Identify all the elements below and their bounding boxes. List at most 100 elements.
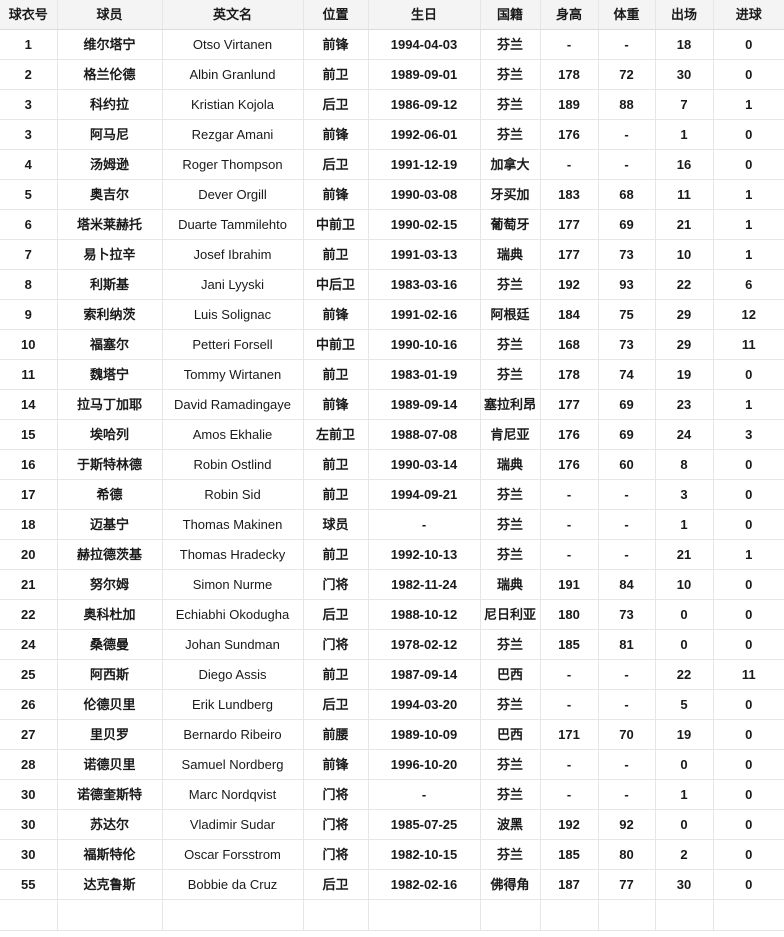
table-row[interactable]: 3 阿马尼 Rezgar Amani 前锋 1992-06-01 芬兰 176-1 0 bbox=[0, 119, 784, 150]
table-row[interactable]: 16 于斯特林德 Robin Ostlind 前卫 1990-03-14 瑞典 176 60 8… bbox=[0, 449, 784, 480]
cell-goals: 0 bbox=[713, 839, 784, 870]
cell-height: 192 bbox=[540, 809, 599, 840]
cell-en_name: Robin Sid bbox=[162, 479, 304, 510]
cell-goals: 0 bbox=[713, 119, 784, 150]
cell-height: 185 bbox=[540, 839, 599, 870]
table-row[interactable]: 30 诺德奎斯特 Marc Nordqvist 门将 - 芬兰 - -1 0 bbox=[0, 779, 784, 810]
table-row[interactable]: 30 苏达尔 Vladimir Sudar 门将 1985-07-25 波黑 192 92 0 0 bbox=[0, 809, 784, 840]
table-row[interactable]: 2 格兰伦德 Albin Granlund 前卫 1989-09-01 芬兰 178 72 30… bbox=[0, 59, 784, 90]
table-row[interactable]: 7 易卜拉辛 Josef Ibrahim 前卫 1991-03-13 瑞典 177 73 10 1 bbox=[0, 239, 784, 270]
cell-goals: 3 bbox=[713, 419, 784, 450]
column-header-height[interactable]: 身高 bbox=[540, 0, 599, 30]
table-row[interactable]: 22 奥科杜加 Echiabhi Okodugha 后卫 1988-10-12 尼日利亚 1… bbox=[0, 599, 784, 630]
cell-height: 177 bbox=[540, 389, 599, 420]
column-header-goals[interactable]: 进球 bbox=[713, 0, 784, 30]
cell-player: 奥科杜加 bbox=[57, 599, 163, 630]
table-row[interactable]: 9 索利纳茨 Luis Solignac 前锋 1991-02-16 阿根廷 184 75 29… bbox=[0, 299, 784, 330]
cell-player: 塔米莱赫托 bbox=[57, 209, 163, 240]
cell-position: 后卫 bbox=[303, 599, 369, 630]
cell-position: 门将 bbox=[303, 569, 369, 600]
cell-number: 21 bbox=[0, 569, 58, 600]
table-row[interactable]: 21 努尔姆 Simon Nurme 门将 1982-11-24 瑞典 191 84 10 0 bbox=[0, 569, 784, 600]
cell-player: 汤姆逊 bbox=[57, 149, 163, 180]
cell-player: 利斯基 bbox=[57, 269, 163, 300]
cell-number: 11 bbox=[0, 359, 58, 390]
cell-goals: 0 bbox=[713, 149, 784, 180]
column-header-position[interactable]: 位置 bbox=[303, 0, 369, 30]
table-row[interactable]: 5 奥吉尔 Dever Orgill 前锋 1990-03-08 牙买加 183 68 11 1 bbox=[0, 179, 784, 210]
cell-number: 25 bbox=[0, 659, 58, 690]
column-header-en_name[interactable]: 英文名 bbox=[162, 0, 304, 30]
cell-en_name: Simon Nurme bbox=[162, 569, 304, 600]
cell-weight: 69 bbox=[598, 419, 656, 450]
column-header-number[interactable]: 球衣号 bbox=[0, 0, 58, 30]
cell-birthday: 1982-02-16 bbox=[368, 869, 481, 900]
cell-number: 24 bbox=[0, 629, 58, 660]
column-header-nation[interactable]: 国籍 bbox=[480, 0, 541, 30]
column-header-weight[interactable]: 体重 bbox=[598, 0, 656, 30]
cell-en_name: Johan Sundman bbox=[162, 629, 304, 660]
cell-height: - bbox=[540, 659, 599, 690]
cell-player: 科约拉 bbox=[57, 89, 163, 120]
table-row[interactable]: 26 伦德贝里 Erik Lundberg 后卫 1994-03-20 芬兰 - -5 0 bbox=[0, 689, 784, 720]
cell-birthday: 1990-03-14 bbox=[368, 449, 481, 480]
cell-goals: 0 bbox=[713, 59, 784, 90]
table-row[interactable]: 1 维尔塔宁 Otso Virtanen 前锋 1994-04-03 芬兰 - -18 0 bbox=[0, 29, 784, 60]
table-row[interactable]: 6 塔米莱赫托 Duarte Tammilehto 中前卫 1990-02-15 葡萄牙 1… bbox=[0, 209, 784, 240]
table-row[interactable]: 27 里贝罗 Bernardo Ribeiro 前腰 1989-10-09 巴西 171 70… bbox=[0, 719, 784, 750]
cell-player: 福塞尔 bbox=[57, 329, 163, 360]
cell-en_name: Diego Assis bbox=[162, 659, 304, 690]
table-row[interactable]: 30 福斯特伦 Oscar Forsstrom 门将 1982-10-15 芬兰 185 80… bbox=[0, 839, 784, 870]
cell-player: 维尔塔宁 bbox=[57, 29, 163, 60]
cell-number: 17 bbox=[0, 479, 58, 510]
cell-en_name: Petteri Forsell bbox=[162, 329, 304, 360]
table-row[interactable]: 4 汤姆逊 Roger Thompson 后卫 1991-12-19 加拿大 - -16 0 bbox=[0, 149, 784, 180]
table-filler-row bbox=[0, 899, 784, 931]
cell-nation: 芬兰 bbox=[480, 479, 541, 510]
cell-weight: - bbox=[598, 479, 656, 510]
table-row[interactable]: 17 希德 Robin Sid 前卫 1994-09-21 芬兰 - -3 0 bbox=[0, 479, 784, 510]
cell-position: 门将 bbox=[303, 629, 369, 660]
cell-number: 15 bbox=[0, 419, 58, 450]
cell-weight: 84 bbox=[598, 569, 656, 600]
cell-number: 14 bbox=[0, 389, 58, 420]
cell-weight: - bbox=[598, 29, 656, 60]
table-row[interactable]: 11 魏塔宁 Tommy Wirtanen 前卫 1983-01-19 芬兰 178 74 19… bbox=[0, 359, 784, 390]
cell-weight: 68 bbox=[598, 179, 656, 210]
cell-number: 8 bbox=[0, 269, 58, 300]
cell-position: 前卫 bbox=[303, 59, 369, 90]
cell-birthday: - bbox=[368, 779, 481, 810]
table-row[interactable]: 15 埃哈列 Amos Ekhalie 左前卫 1988-07-08 肯尼亚 176 69 24… bbox=[0, 419, 784, 450]
table-row[interactable]: 25 阿西斯 Diego Assis 前卫 1987-09-14 巴西 - -22 11 bbox=[0, 659, 784, 690]
column-header-apps[interactable]: 出场 bbox=[655, 0, 714, 30]
cell-en_name: Otso Virtanen bbox=[162, 29, 304, 60]
filler-cell bbox=[303, 899, 369, 931]
cell-apps: 1 bbox=[655, 509, 714, 540]
cell-height: 177 bbox=[540, 239, 599, 270]
table-row[interactable]: 18 迈基宁 Thomas Makinen 球员 - 芬兰 - -1 0 bbox=[0, 509, 784, 540]
table-row[interactable]: 24 桑德曼 Johan Sundman 门将 1978-02-12 芬兰 185 81 0 0 bbox=[0, 629, 784, 660]
table-row[interactable]: 28 诺德贝里 Samuel Nordberg 前锋 1996-10-20 芬兰 - -0 0 bbox=[0, 749, 784, 780]
cell-number: 30 bbox=[0, 779, 58, 810]
table-row[interactable]: 10 福塞尔 Petteri Forsell 中前卫 1990-10-16 芬兰 168 73… bbox=[0, 329, 784, 360]
table-row[interactable]: 3 科约拉 Kristian Kojola 后卫 1986-09-12 芬兰 189 88 7 1 bbox=[0, 89, 784, 120]
cell-nation: 芬兰 bbox=[480, 89, 541, 120]
cell-goals: 0 bbox=[713, 719, 784, 750]
cell-height: 171 bbox=[540, 719, 599, 750]
cell-height: 176 bbox=[540, 119, 599, 150]
table-row[interactable]: 8 利斯基 Jani Lyyski 中后卫 1983-03-16 芬兰 192 93 22 6 bbox=[0, 269, 784, 300]
table-row[interactable]: 55 达克鲁斯 Bobbie da Cruz 后卫 1982-02-16 佛得角 187 77… bbox=[0, 869, 784, 900]
cell-player: 福斯特伦 bbox=[57, 839, 163, 870]
cell-player: 索利纳茨 bbox=[57, 299, 163, 330]
cell-en_name: Marc Nordqvist bbox=[162, 779, 304, 810]
cell-apps: 30 bbox=[655, 869, 714, 900]
column-header-birthday[interactable]: 生日 bbox=[368, 0, 481, 30]
table-row[interactable]: 20 赫拉德茨基 Thomas Hradecky 前卫 1992-10-13 芬兰 - -21… bbox=[0, 539, 784, 570]
column-header-player[interactable]: 球员 bbox=[57, 0, 163, 30]
cell-weight: - bbox=[598, 149, 656, 180]
cell-apps: 22 bbox=[655, 269, 714, 300]
cell-number: 18 bbox=[0, 509, 58, 540]
cell-birthday: - bbox=[368, 509, 481, 540]
cell-apps: 2 bbox=[655, 839, 714, 870]
table-row[interactable]: 14 拉马丁加耶 David Ramadingaye 前锋 1989-09-14 塞拉利昂… bbox=[0, 389, 784, 420]
